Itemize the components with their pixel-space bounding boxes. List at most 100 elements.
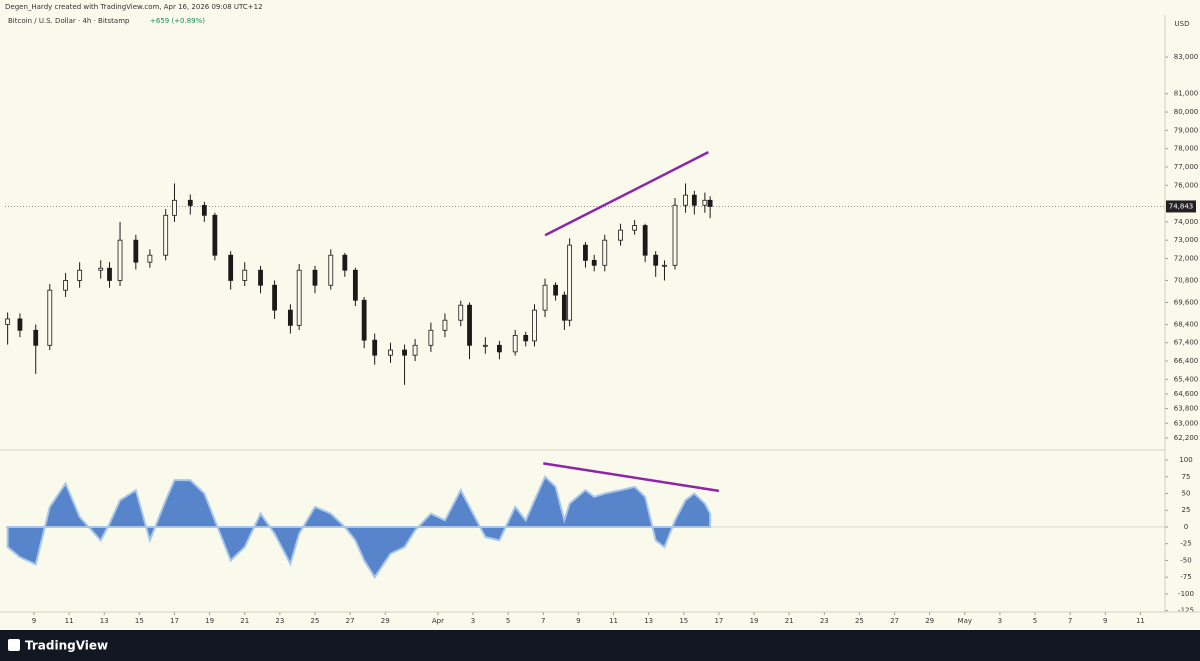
trendline: [543, 462, 720, 493]
y-tick-label: 83,000: [1174, 53, 1199, 61]
y-tick-label: 63,000: [1174, 419, 1199, 427]
candle-body: [77, 269, 83, 281]
x-tick-label: 11: [1136, 617, 1145, 625]
x-tick-label: 9: [576, 617, 580, 625]
candle-body: [63, 280, 68, 291]
candle-body: [228, 254, 234, 281]
candle-body: [33, 329, 39, 346]
candle-body: [553, 284, 558, 296]
candle-body: [107, 267, 112, 281]
footer-bar: [0, 630, 1200, 661]
y-tick-label: -75: [1180, 573, 1191, 581]
y-tick-label: 50: [1182, 490, 1191, 498]
candle-body: [187, 199, 193, 206]
x-tick-label: 27: [346, 617, 355, 625]
x-tick-label: 29: [925, 617, 934, 625]
y-tick-label: 79,000: [1174, 126, 1199, 134]
candle-body: [467, 304, 472, 346]
y-tick-label: -125: [1178, 607, 1194, 615]
candle-body: [442, 319, 448, 331]
last-price-box: [1166, 200, 1196, 213]
candle-body: [172, 199, 177, 216]
candle-body: [296, 269, 302, 326]
x-tick-label: 5: [506, 617, 510, 625]
y-tick-label: 63,800: [1174, 405, 1199, 413]
candle-body: [567, 244, 573, 321]
candle-body: [523, 335, 529, 342]
x-tick-label: 11: [609, 617, 618, 625]
candle-body: [618, 229, 623, 241]
candle-body: [312, 269, 318, 286]
y-tick-label: -25: [1180, 540, 1191, 548]
y-tick-label: 80,000: [1174, 108, 1199, 116]
x-tick-label: 21: [240, 617, 249, 625]
x-tick-label: 3: [471, 617, 475, 625]
y-tick-label: 62,200: [1174, 434, 1199, 442]
x-tick-label: 23: [275, 617, 284, 625]
y-tick-label: 81,000: [1174, 90, 1199, 98]
x-tick-label: 7: [1068, 617, 1072, 625]
x-tick-label: May: [958, 617, 972, 625]
symbol-title: Bitcoin / U.S. Dollar · 4h · Bitstamp: [8, 17, 130, 25]
candle-body: [662, 264, 667, 267]
header: Degen_Hardy created with TradingView.com…: [5, 3, 263, 11]
candle-body: [328, 254, 334, 286]
candle-body: [272, 284, 277, 311]
x-tick-label: 17: [714, 617, 723, 625]
y-tick-label: 69,600: [1174, 298, 1199, 306]
x-tick-label: 9: [1103, 617, 1107, 625]
candle-body: [691, 194, 697, 206]
candle-body: [212, 214, 218, 256]
x-tick-label: 25: [311, 617, 320, 625]
y-tick-label: 74,000: [1174, 218, 1199, 226]
y-tick-label: 78,000: [1174, 145, 1199, 153]
x-tick-label: 25: [855, 617, 864, 625]
x-tick-label: 3: [998, 617, 1002, 625]
x-tick-label: 7: [541, 617, 545, 625]
x-tick-label: 17: [170, 617, 179, 625]
x-tick-label: 21: [785, 617, 794, 625]
x-tick-label: 9: [32, 617, 36, 625]
candle-body: [602, 239, 608, 266]
candle-body: [242, 269, 248, 281]
y-tick-label: -100: [1178, 590, 1194, 598]
x-tick-label: 29: [381, 617, 390, 625]
y-tick-label: 73,000: [1174, 236, 1199, 244]
candle-body: [482, 344, 488, 347]
logo-icon: [8, 639, 20, 651]
y-tick-label: 25: [1182, 506, 1191, 514]
x-tick-label: 15: [135, 617, 144, 625]
candle-body: [163, 214, 169, 256]
candle-body: [402, 349, 407, 356]
candle-body: [17, 318, 23, 331]
y-tick-label: -50: [1180, 556, 1191, 564]
brand: TradingView: [25, 639, 108, 653]
candle-body: [133, 239, 139, 263]
candle-body: [258, 269, 263, 286]
candle-body: [532, 309, 537, 342]
x-tick-label: 19: [205, 617, 214, 625]
candle-body: [591, 259, 597, 266]
candle-body: [342, 254, 348, 271]
candle-body: [561, 294, 567, 321]
y-tick-label: 70,800: [1174, 276, 1199, 284]
x-tick-label: 13: [644, 617, 653, 625]
candle-body: [512, 335, 518, 353]
y-tick-label: 72,000: [1174, 255, 1199, 263]
candle-body: [412, 344, 418, 356]
candle-body: [98, 267, 104, 271]
candle-body: [47, 289, 53, 346]
y-tick-label: 0: [1184, 523, 1188, 531]
x-tick-label: 23: [820, 617, 829, 625]
y-tick-label: 100: [1179, 456, 1192, 464]
currency: USD: [1175, 20, 1190, 28]
x-tick-label: 15: [679, 617, 688, 625]
candle-body: [287, 309, 293, 326]
brand-logo: TradingView: [8, 639, 108, 653]
candle-body: [352, 269, 358, 301]
candle-body: [702, 199, 708, 206]
candle-body: [583, 244, 588, 261]
